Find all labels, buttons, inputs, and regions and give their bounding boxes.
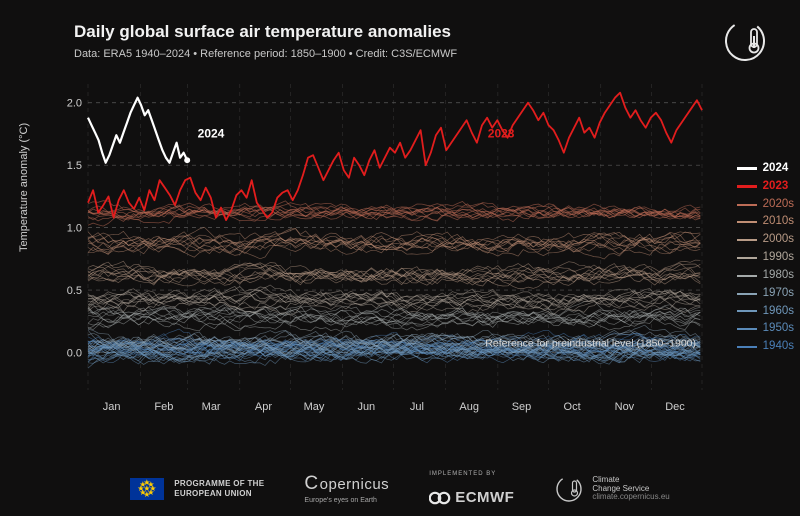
- legend: 202420232020s2010s2000s1990s1980s1970s19…: [737, 160, 794, 356]
- svg-text:Jan: Jan: [103, 401, 121, 413]
- footer: PROGRAMME OF THE EUROPEAN UNION Copernic…: [0, 462, 800, 516]
- legend-item-2010s: 2010s: [737, 213, 794, 231]
- copernicus-logo: Copernicus Europe's eyes on Earth: [304, 473, 389, 505]
- legend-item-2023: 2023: [737, 178, 794, 196]
- legend-item-1960s: 1960s: [737, 303, 794, 321]
- y-axis-label: Temperature anomaly (°C): [18, 123, 30, 252]
- chart-title: Daily global surface air temperature ano…: [74, 22, 457, 42]
- legend-item-2020s: 2020s: [737, 196, 794, 214]
- eu-programme-badge: PROGRAMME OF THE EUROPEAN UNION: [130, 478, 264, 500]
- svg-text:Nov: Nov: [615, 401, 635, 413]
- svg-text:2024: 2024: [198, 127, 225, 141]
- svg-text:0.5: 0.5: [67, 285, 82, 297]
- legend-item-1980s: 1980s: [737, 267, 794, 285]
- svg-text:Jul: Jul: [410, 401, 424, 413]
- legend-item-2000s: 2000s: [737, 231, 794, 249]
- svg-text:1.0: 1.0: [67, 223, 82, 235]
- svg-text:Jun: Jun: [357, 401, 375, 413]
- svg-text:Mar: Mar: [202, 401, 221, 413]
- svg-text:Oct: Oct: [564, 401, 581, 413]
- svg-text:Aug: Aug: [459, 401, 479, 413]
- ecmwf-logo: IMPLEMENTED BY ECMWF: [429, 471, 514, 506]
- ecmwf-rings-icon: [429, 491, 451, 505]
- legend-item-1950s: 1950s: [737, 320, 794, 338]
- svg-text:1.5: 1.5: [67, 160, 82, 172]
- eu-text-2: EUROPEAN UNION: [174, 489, 264, 499]
- legend-item-1990s: 1990s: [737, 249, 794, 267]
- eu-text-1: PROGRAMME OF THE: [174, 479, 264, 489]
- legend-item-1940s: 1940s: [737, 338, 794, 356]
- legend-item-2024: 2024: [737, 160, 794, 178]
- legend-item-1970s: 1970s: [737, 285, 794, 303]
- svg-text:2.0: 2.0: [67, 98, 82, 110]
- svg-text:Sep: Sep: [512, 401, 532, 413]
- svg-text:2023: 2023: [488, 127, 515, 141]
- chart-subtitle: Data: ERA5 1940–2024 • Reference period:…: [74, 48, 457, 60]
- svg-text:Dec: Dec: [665, 401, 685, 413]
- svg-text:Reference for preindustrial le: Reference for preindustrial level (1850–…: [485, 338, 696, 350]
- c3s-footer-icon: [554, 474, 584, 504]
- svg-text:Apr: Apr: [255, 401, 272, 413]
- temperature-anomaly-chart: 0.0 0.5 1.0 1.5 2.0 Jan Feb Mar Apr May Jun Jul Aug S…: [60, 78, 706, 418]
- svg-text:May: May: [304, 401, 325, 413]
- c3s-footer-logo: Climate Change Service climate.copernicu…: [554, 474, 669, 504]
- svg-text:Feb: Feb: [154, 401, 173, 413]
- eu-flag-icon: [130, 478, 164, 500]
- svg-text:0.0: 0.0: [67, 348, 82, 360]
- c3s-header-icon: [722, 18, 768, 69]
